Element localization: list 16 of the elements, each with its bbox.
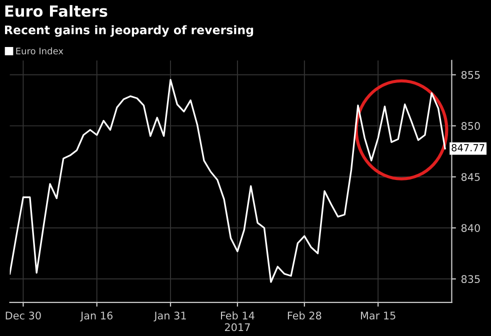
y-tick-label: 840	[461, 224, 480, 232]
y-tick-label: 855	[461, 70, 480, 79]
y-tick-label: 850	[461, 122, 480, 130]
y-tick-label: 835	[461, 275, 480, 284]
x-tick-label: Feb 28	[288, 311, 322, 320]
chart-subtitle: Recent gains in jeopardy of reversing	[5, 25, 254, 37]
chart-title: Euro Falters	[5, 5, 108, 17]
x-tick-label: Jan 16	[80, 312, 113, 322]
x-tick-label: Jan 31	[154, 312, 186, 322]
data-label: 847.77	[452, 144, 484, 152]
legend-label: Euro Index	[16, 47, 64, 54]
x-tick-label: Mar 15	[360, 312, 396, 320]
x-tick-label: Dec 30	[6, 312, 41, 320]
y-tick-label: 845	[461, 173, 480, 181]
x-tick-label: Feb 14 2017	[220, 311, 254, 332]
line-series	[10, 79, 446, 283]
